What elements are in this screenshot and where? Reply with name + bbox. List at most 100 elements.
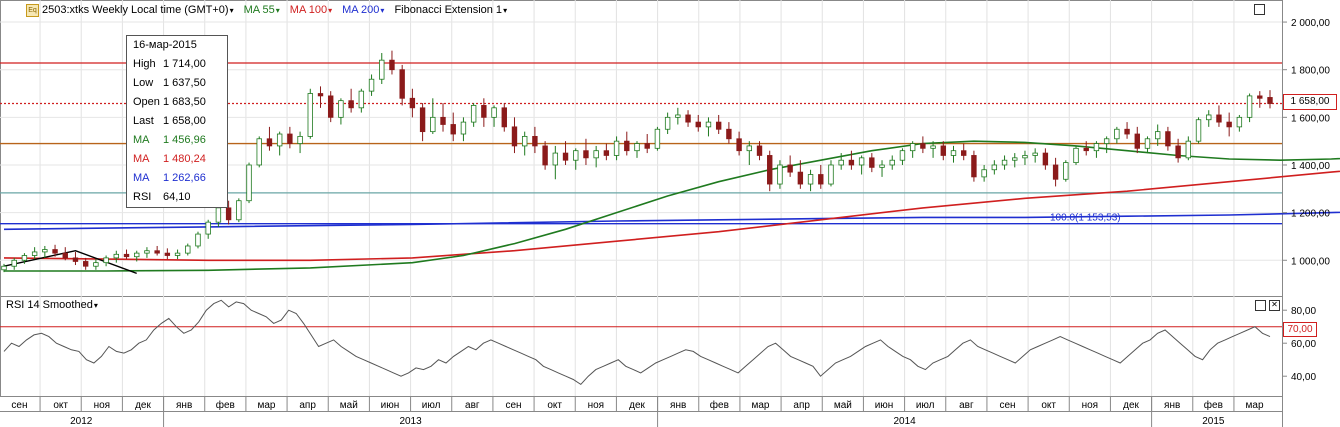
equity-icon[interactable]: Eq — [26, 3, 39, 17]
candle-body — [266, 138, 273, 147]
candle-body — [562, 152, 569, 161]
candle-body — [246, 164, 252, 202]
rsi-title[interactable]: RSI 14 Smoothed▾ — [6, 299, 98, 311]
candle-body — [1083, 147, 1089, 152]
ma200-line — [3, 211, 1340, 231]
candle-body — [1032, 152, 1038, 156]
ma100-selector[interactable]: MA 100 ▾ — [290, 4, 332, 16]
candle-body — [1185, 140, 1192, 159]
month-label: июн — [381, 400, 400, 411]
month-label: июн — [875, 400, 894, 411]
month-label: июл — [422, 400, 441, 411]
month-label: фев — [710, 399, 729, 411]
year-label: 2012 — [70, 416, 93, 427]
ma55-selector[interactable]: MA 55 ▾ — [244, 4, 280, 16]
tooltip-key: MA — [133, 134, 150, 146]
candle-body — [1052, 164, 1059, 180]
candle-body — [940, 145, 946, 156]
rsi-pane-buttons: ✕ — [1255, 300, 1280, 311]
ma200-label: MA 200 — [342, 4, 380, 16]
tooltip-row: MA 1 262,66 — [133, 169, 227, 188]
candle-body — [787, 164, 793, 173]
tooltip-value: 1 456,96 — [163, 134, 206, 146]
candle-body — [491, 107, 497, 118]
rsi-tick-label: 40,00 — [1291, 372, 1316, 383]
candle-body — [368, 78, 375, 92]
close-icon[interactable]: ✕ — [1269, 300, 1280, 311]
month-label: янв — [1164, 400, 1180, 411]
candle-body — [1267, 97, 1273, 104]
rsi-indicator — [0, 299, 1282, 386]
tooltip-value: 1 480,24 — [163, 153, 206, 165]
month-label: сен — [11, 400, 27, 411]
month-label: авг — [959, 400, 974, 411]
ma200-selector[interactable]: MA 200 ▾ — [342, 4, 384, 16]
candle-body — [317, 93, 324, 97]
month-label: апр — [793, 400, 810, 411]
tooltip-row: Low 1 637,50 — [133, 74, 227, 93]
candle-body — [31, 251, 38, 256]
candle-body — [481, 105, 487, 118]
candle-body — [705, 121, 712, 128]
candle-body — [409, 97, 416, 109]
month-label: окт — [53, 400, 68, 411]
candle-body — [1154, 131, 1161, 140]
fib-selector[interactable]: Fibonacci Extension 1 ▾ — [394, 4, 507, 16]
candle-body — [379, 59, 385, 80]
tooltip-row: Open 1 683,50 — [133, 93, 227, 112]
candle-body — [726, 128, 732, 140]
candle-body — [1257, 95, 1263, 99]
price-tick-label: 1 600,00 — [1291, 113, 1330, 124]
chart-toolbar: Eq 2503:xtks Weekly Local time (GMT+0) ▾ … — [0, 0, 517, 20]
candle-body — [511, 126, 518, 147]
candle-body — [889, 159, 895, 166]
price-tick-label: 1 800,00 — [1291, 66, 1330, 77]
candle-body — [899, 150, 906, 161]
candle-body — [879, 164, 885, 168]
rsi-tick-label: 60,00 — [1291, 339, 1316, 350]
year-label: 2014 — [893, 416, 916, 427]
tooltip-value: 1 714,00 — [163, 58, 206, 70]
candle-body — [1134, 133, 1140, 149]
tooltip-key: MA — [133, 172, 150, 184]
tooltip-value: 1 658,00 — [163, 115, 206, 127]
month-label: мар — [752, 400, 770, 411]
candle-body — [21, 255, 28, 261]
tooltip-key: Open — [133, 96, 160, 108]
candle-body — [930, 145, 936, 149]
candle-body — [1226, 121, 1232, 128]
ma100-label: MA 100 — [289, 4, 328, 16]
price-tick-label: 1 400,00 — [1291, 161, 1330, 172]
rsi-overbought-tag: 70,00 — [1283, 322, 1317, 337]
month-label: июл — [916, 400, 935, 411]
dropdown-arrow-icon: ▾ — [503, 5, 508, 15]
candle-body — [950, 150, 957, 156]
candle-body — [675, 114, 681, 118]
dropdown-arrow-icon: ▾ — [328, 5, 333, 15]
candle-body — [1063, 162, 1069, 180]
maximize-icon[interactable] — [1255, 300, 1266, 311]
candle-body — [11, 259, 17, 267]
candle-body — [1206, 114, 1212, 121]
instrument-selector[interactable]: 2503:xtks Weekly Local time (GMT+0) ▾ — [42, 4, 234, 16]
candle-body — [583, 150, 589, 159]
month-label: окт — [547, 400, 562, 411]
candle-body — [654, 128, 661, 149]
candle-body — [807, 174, 814, 185]
price-tick-label: 1 000,00 — [1291, 256, 1330, 267]
candle-body — [869, 157, 875, 168]
candle-body — [215, 207, 222, 223]
candle-body — [256, 138, 262, 166]
candle-body — [664, 116, 671, 130]
candle-body — [624, 140, 630, 152]
candle-body — [1042, 152, 1049, 166]
tooltip-row: Last 1 658,00 — [133, 112, 227, 131]
month-label: мар — [1246, 400, 1264, 411]
candle-body — [542, 145, 548, 166]
axes: сен окт ноя дек янв фев мар апр май июн июл авг сен о… — [11, 18, 1330, 427]
tooltip-value: 1 262,66 — [163, 172, 206, 184]
month-label: мар — [257, 400, 275, 411]
maximize-icon[interactable] — [1254, 4, 1265, 15]
month-label: май — [340, 400, 358, 411]
